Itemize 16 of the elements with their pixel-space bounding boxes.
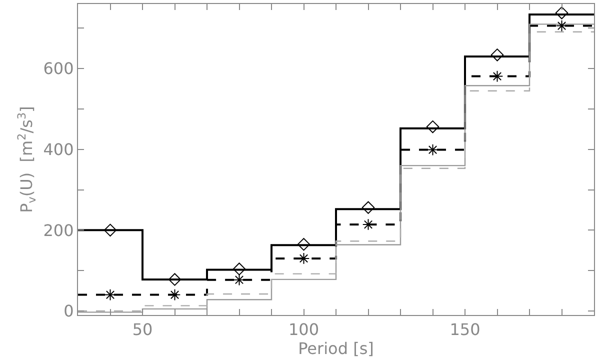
x-axis-title: Period [s] [298, 339, 374, 358]
x-tick-label: 50 [132, 320, 153, 340]
y-tick-label: 0 [64, 302, 74, 321]
point [168, 273, 182, 286]
y-tick-label: 400 [43, 140, 74, 159]
point [490, 48, 504, 62]
x-tick-label: 100 [288, 320, 320, 340]
point [297, 238, 310, 251]
y-tick-label: 200 [43, 220, 74, 240]
point [555, 6, 568, 20]
x-tick-label: 150 [450, 320, 480, 340]
point [104, 224, 117, 237]
point [232, 262, 246, 276]
point [426, 120, 440, 134]
y-tick-label: 600 [43, 59, 74, 78]
point [362, 201, 375, 214]
